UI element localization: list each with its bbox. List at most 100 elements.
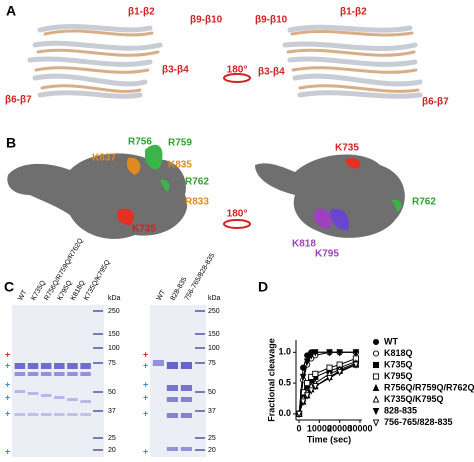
plus-marker: + <box>5 349 10 359</box>
y-tick-label: 1.0 <box>278 347 291 357</box>
panel-letter: B <box>6 135 16 151</box>
panel-letter: A <box>6 3 16 19</box>
plus-marker: + <box>143 408 148 418</box>
gel-band <box>67 398 78 401</box>
ladder-band <box>93 437 103 439</box>
gel-band <box>80 363 91 369</box>
residue-patch <box>392 199 402 212</box>
data-point <box>372 395 380 403</box>
residue-patch <box>145 144 163 170</box>
residue-label: R756 <box>128 137 152 148</box>
gel-band <box>54 413 65 416</box>
rotation-label: 180° <box>227 209 248 220</box>
gel-band <box>14 372 26 376</box>
x-axis-label: Time (sec) <box>307 434 351 444</box>
kda-label: 20 <box>108 447 116 454</box>
legend-label: K795Q <box>384 371 413 381</box>
gel-band <box>14 390 26 393</box>
data-point <box>326 375 333 383</box>
ladder-band <box>93 362 103 364</box>
residue-label: R762 <box>412 197 436 208</box>
kda-label: 100 <box>208 345 220 352</box>
panel-letter: C <box>4 279 14 295</box>
residue-patch <box>314 208 332 229</box>
gel <box>150 305 206 457</box>
data-point <box>307 387 315 395</box>
gel-band <box>27 392 39 395</box>
data-point <box>312 370 319 377</box>
gel-band <box>180 447 192 451</box>
ladder-band <box>195 437 205 439</box>
kda-label: 37 <box>208 408 216 415</box>
data-point <box>295 410 303 419</box>
surface-structure <box>255 154 405 238</box>
rotation-arrow <box>223 219 251 229</box>
plus-marker: + <box>143 392 148 402</box>
gel-band <box>67 372 78 376</box>
ladder-band <box>195 333 205 335</box>
legend-label: K818Q <box>384 348 413 358</box>
x-tick-label: 10000 <box>307 423 332 433</box>
gel-band <box>14 413 26 416</box>
ladder-band <box>93 310 103 312</box>
ladder-band <box>93 410 103 412</box>
gel-band <box>166 397 178 402</box>
data-point <box>304 380 311 387</box>
plus-marker: + <box>143 360 148 370</box>
data-point <box>326 349 333 357</box>
residue-patch <box>330 208 349 231</box>
plus-marker: + <box>143 379 148 389</box>
residue-label: K735 <box>132 224 156 235</box>
gel-band <box>166 413 178 418</box>
gel-band <box>40 372 52 376</box>
legend-label: WT <box>384 336 398 346</box>
data-point <box>352 361 360 369</box>
kda-label: 25 <box>108 435 116 442</box>
gel-band <box>180 362 192 369</box>
residue-label: K735 <box>335 143 359 154</box>
ladder-band <box>93 333 103 335</box>
kda-label: 25 <box>208 435 216 442</box>
residue-label: R762 <box>185 177 209 188</box>
data-point <box>303 392 311 400</box>
residue-label: R759 <box>168 138 192 149</box>
kda-unit: kDa <box>208 295 221 302</box>
gel-band <box>80 372 91 376</box>
data-point <box>372 373 380 380</box>
plus-marker: + <box>5 446 10 456</box>
rotation-label: 180° <box>227 65 248 76</box>
kda-unit: kDa <box>108 295 121 302</box>
kda-label: 75 <box>208 360 216 367</box>
surface-structure <box>7 153 188 239</box>
data-point <box>303 358 311 366</box>
legend-label: R756Q/R759Q/R762Q <box>384 382 474 392</box>
kda-label: 150 <box>208 331 220 338</box>
legend-label: K735Q/K795Q <box>384 394 444 404</box>
structure-label: β1-β2 <box>340 7 367 18</box>
kda-label: 50 <box>208 389 216 396</box>
plus-marker: + <box>143 349 148 359</box>
residue-label: R833 <box>185 197 209 208</box>
plus-marker: + <box>5 379 10 389</box>
lane-label: WT <box>156 288 168 302</box>
gel-band <box>180 385 192 391</box>
gel-band <box>40 363 52 369</box>
data-point <box>372 361 380 369</box>
structure-label: β6-β7 <box>5 95 32 106</box>
data-point <box>372 338 380 346</box>
kda-label: 150 <box>108 331 120 338</box>
ladder-band <box>195 449 205 451</box>
gel-band <box>27 363 39 369</box>
gel-band <box>80 400 91 403</box>
legend-label: 828-835 <box>384 405 417 415</box>
ladder-band <box>195 410 205 412</box>
structure-label: β9-β10 <box>190 15 223 26</box>
residue-patch <box>160 179 170 192</box>
ladder-band <box>195 391 205 393</box>
plus-marker: + <box>5 408 10 418</box>
plus-marker: + <box>5 392 10 402</box>
data-point <box>308 373 315 380</box>
data-point <box>352 349 360 357</box>
gel-band <box>67 413 78 416</box>
